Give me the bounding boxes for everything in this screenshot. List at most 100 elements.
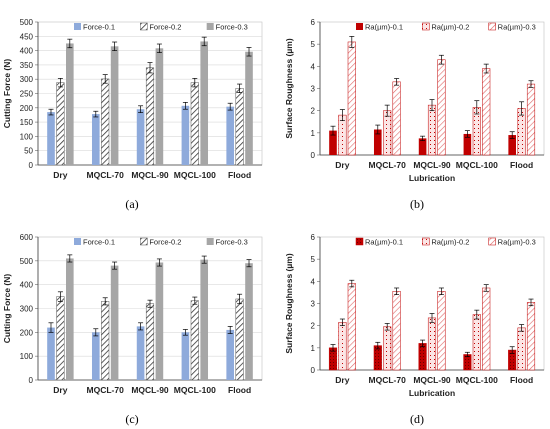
bar-force-0-3-flood [245, 263, 253, 380]
bar-ra-m-0-3-mqcl-70 [392, 291, 401, 371]
x-tick-label: MQCL-70 [87, 385, 125, 395]
legend-label-ra-m-0-1: Ra(µm)-0.1 [365, 23, 403, 32]
bar-force-0-2-mqcl-90 [145, 67, 155, 166]
chart-panel-a: 0 50 100 150 200 250 300 350 400 450 500 Cutting Fo… [2, 18, 263, 180]
chart-panel-c: 0 100 200 300 400 500 600 Cutting Force (N) Dry M… [2, 233, 263, 395]
legend-label-force-0-1: Force-0.1 [83, 238, 115, 247]
y-axis-label: Cutting Force (N) [2, 274, 12, 344]
caption-b: (b) [410, 197, 424, 211]
bar-force-0-2-dry [56, 296, 65, 381]
chart-panel-b: 0 1 2 3 4 5 6 Surface Roughness (µm) Dry MQCL-70 M… [284, 18, 545, 183]
bar-ra-m-0-2-mqcl-90 [427, 104, 437, 156]
bar-ra-m-0-3-mqcl-100 [482, 287, 491, 371]
y-tick-label: 50 [24, 147, 33, 156]
y-tick-label: 100 [20, 132, 34, 141]
legend-swatch-ra-m-0-2 [422, 22, 430, 31]
legend-swatch-ra-m-0-3 [488, 237, 496, 246]
bar-ra-m-0-2-dry [338, 322, 347, 371]
legend-swatch-ra-m-0-1 [355, 237, 364, 246]
x-tick-label: Flood [228, 170, 251, 180]
bar-force-0-3-mqcl-90 [155, 262, 164, 380]
y-tick-label: 1 [311, 129, 316, 138]
bar-force-0-2-flood [235, 88, 244, 166]
bar-ra-m-0-2-mqcl-90 [427, 317, 437, 371]
legend-label-force-0-1: Force-0.1 [83, 23, 115, 32]
y-tick-label: 200 [20, 328, 34, 337]
bar-ra-m-0-3-dry [347, 41, 356, 156]
x-tick-label: MQCL-70 [369, 375, 407, 385]
x-tick-label: MQCL-90 [131, 170, 169, 180]
y-tick-label: 0 [29, 161, 34, 170]
legend-swatch-ra-m-0-3 [488, 22, 496, 31]
x-tick-label: Flood [510, 160, 533, 170]
y-tick-label: 400 [20, 281, 34, 290]
legend-label-ra-m-0-3: Ra(µm)-0.3 [498, 238, 536, 247]
x-tick-label: Dry [335, 160, 349, 170]
y-tick-label: 1 [311, 344, 316, 353]
x-tick-label: MQCL-90 [131, 385, 169, 395]
bar-force-0-2-mqcl-100 [190, 82, 199, 166]
bar-force-0-3-dry [66, 43, 74, 166]
bar-ra-m-0-3-mqcl-100 [482, 68, 491, 156]
y-tick-label: 6 [311, 18, 316, 27]
chart-panel-d: 0 1 2 3 4 5 6 Surface Roughness (µm) Dry MQCL-70 M… [284, 233, 545, 398]
x-axis-label: Lubrication [409, 388, 455, 398]
bar-force-0-1-dry [47, 327, 55, 380]
y-tick-label: 200 [20, 104, 34, 113]
bar-ra-m-0-1-mqcl-90 [418, 343, 427, 371]
legend-label-force-0-2: Force-0.2 [149, 23, 181, 32]
legend-swatch-force-0-1 [74, 23, 81, 30]
legend-swatch-force-0-2 [140, 22, 148, 31]
y-tick-label: 4 [311, 62, 316, 71]
x-tick-label: MQCL-100 [174, 385, 216, 395]
y-axis-label: Surface Roughness (µm) [284, 253, 294, 353]
y-tick-label: 5 [311, 40, 316, 49]
bar-ra-m-0-1-mqcl-100 [463, 133, 472, 155]
bar-force-0-3-mqcl-70 [110, 46, 119, 166]
caption-c: (c) [125, 412, 139, 426]
x-tick-label: MQCL-100 [456, 375, 498, 385]
legend-swatch-force-0-1 [74, 238, 81, 245]
y-tick-label: 6 [311, 233, 316, 242]
bar-force-0-1-dry [47, 112, 55, 165]
y-tick-label: 150 [20, 118, 34, 127]
caption-a: (a) [125, 197, 139, 211]
x-tick-label: MQCL-70 [369, 160, 407, 170]
bar-force-0-1-mqcl-90 [136, 109, 145, 165]
x-tick-label: Dry [53, 170, 67, 180]
y-tick-label: 450 [20, 32, 34, 41]
bar-ra-m-0-2-mqcl-70 [383, 110, 392, 156]
bar-force-0-2-dry [56, 82, 65, 166]
x-tick-label: MQCL-70 [87, 170, 125, 180]
bar-ra-m-0-3-flood [526, 83, 536, 156]
y-tick-label: 0 [29, 376, 34, 385]
legend-swatch-force-0-2 [140, 237, 148, 246]
bar-force-0-1-mqcl-90 [136, 326, 145, 380]
legend-label-force-0-3: Force-0.3 [216, 238, 248, 247]
y-tick-label: 2 [311, 322, 316, 331]
bar-force-0-3-flood [245, 51, 253, 165]
y-tick-label: 500 [20, 257, 34, 266]
legend-swatch-force-0-3 [206, 23, 214, 30]
bar-ra-m-0-1-flood [508, 135, 516, 155]
x-tick-label: Flood [228, 385, 251, 395]
y-tick-label: 5 [311, 255, 316, 264]
legend-swatch-ra-m-0-2 [422, 237, 430, 246]
bar-ra-m-0-1-mqcl-90 [418, 138, 427, 155]
bar-force-0-1-flood [226, 329, 234, 380]
x-axis-label: Lubrication [409, 173, 455, 183]
y-tick-label: 500 [20, 18, 34, 27]
bar-ra-m-0-2-mqcl-100 [472, 107, 481, 156]
x-tick-label: MQCL-100 [456, 160, 498, 170]
legend-label-force-0-2: Force-0.2 [149, 238, 181, 247]
bar-force-0-3-mqcl-100 [200, 41, 209, 166]
bar-ra-m-0-3-dry [347, 283, 356, 371]
legend-swatch-ra-m-0-1 [356, 23, 363, 30]
bar-force-0-2-flood [235, 298, 244, 381]
y-tick-label: 300 [20, 305, 34, 314]
y-axis-label: Surface Roughness (µm) [284, 38, 294, 138]
y-tick-label: 3 [311, 85, 316, 94]
y-tick-label: 100 [20, 352, 34, 361]
y-tick-label: 400 [20, 47, 34, 56]
caption-d: (d) [410, 412, 424, 426]
